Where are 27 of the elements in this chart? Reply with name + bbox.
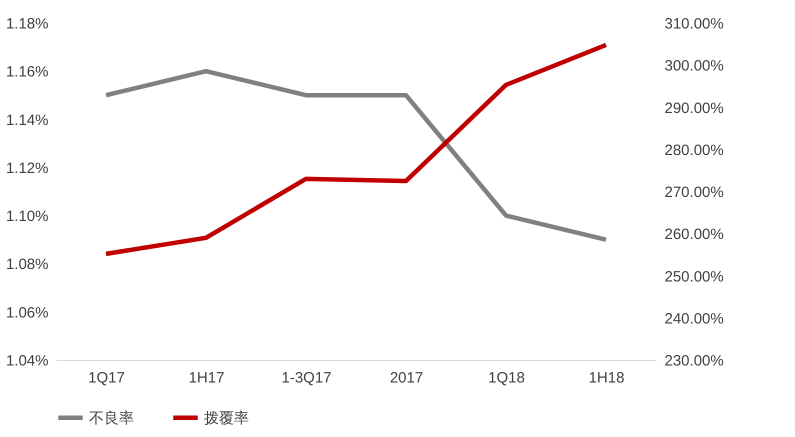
y2-tick-label: 240.00% [664,310,724,328]
y-tick-label: 1.10% [6,208,48,226]
y-tick-label: 1.04% [6,352,48,370]
y-tick-label: 1.12% [6,160,48,177]
y2-tick-label: 250.00% [664,268,724,286]
x-tick-label: 1Q18 [488,370,525,386]
y2-tick-label: 270.00% [664,184,724,201]
x-tick-label: 2017 [390,370,424,386]
y-tick-label: 1.18% [6,16,48,32]
y2-tick-label: 310.00% [664,16,724,32]
y2-tick-label: 260.00% [664,226,724,244]
x-tick-label: 1H18 [588,370,624,386]
y2-tick-label: 300.00% [664,58,724,75]
y2-tick-label: 290.00% [664,100,724,117]
y-tick-label: 1.14% [6,112,48,129]
y-tick-label: 1.06% [6,304,48,322]
y2-tick-label: 230.00% [664,352,724,370]
x-tick-label: 1-3Q17 [281,370,332,386]
y-tick-label: 1.16% [6,64,48,81]
legend-label: 拨覆率 [204,408,249,427]
y-tick-label: 1.08% [6,256,48,274]
line-series [104,42,608,256]
x-tick-label: 1Q17 [88,370,125,386]
legend-label: 不良率 [89,408,134,427]
x-tick-label: 1H17 [188,370,224,386]
line-series [104,68,608,242]
y2-tick-label: 280.00% [664,142,724,159]
